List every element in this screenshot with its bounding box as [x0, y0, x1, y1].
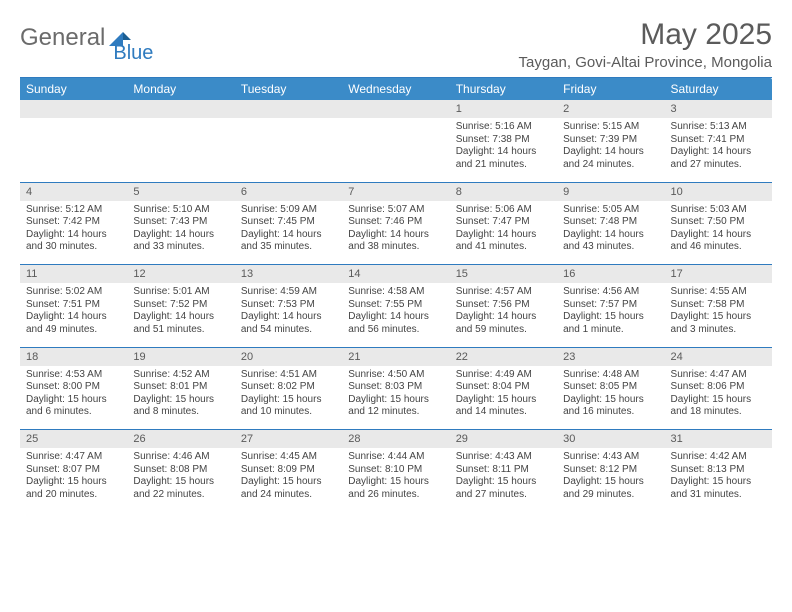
day-number-cell: 18 [20, 347, 127, 366]
day-number-row: 123 [20, 100, 772, 118]
day-detail-row: Sunrise: 5:02 AMSunset: 7:51 PMDaylight:… [20, 283, 772, 347]
calendar-table: Sunday Monday Tuesday Wednesday Thursday… [20, 78, 772, 512]
day-detail-cell: Sunrise: 4:44 AMSunset: 8:10 PMDaylight:… [342, 448, 449, 512]
day-number-cell: 30 [557, 430, 664, 449]
day-number-cell: 25 [20, 430, 127, 449]
weekday-head: Sunday [20, 78, 127, 100]
day-number-cell: 8 [450, 182, 557, 201]
day-number-cell: 13 [235, 265, 342, 284]
day-detail-cell [127, 118, 234, 182]
day-detail-cell: Sunrise: 4:52 AMSunset: 8:01 PMDaylight:… [127, 366, 234, 430]
day-number-row: 45678910 [20, 182, 772, 201]
title-block: May 2025 Taygan, Govi-Altai Province, Mo… [519, 18, 772, 71]
logo-word-1: General [20, 24, 105, 52]
day-number-cell: 6 [235, 182, 342, 201]
day-detail-cell: Sunrise: 4:45 AMSunset: 8:09 PMDaylight:… [235, 448, 342, 512]
day-number-cell: 21 [342, 347, 449, 366]
day-number-cell: 19 [127, 347, 234, 366]
day-detail-cell: Sunrise: 5:07 AMSunset: 7:46 PMDaylight:… [342, 201, 449, 265]
day-number-cell: 2 [557, 100, 664, 118]
day-number-cell: 26 [127, 430, 234, 449]
day-detail-row: Sunrise: 5:16 AMSunset: 7:38 PMDaylight:… [20, 118, 772, 182]
day-detail-cell: Sunrise: 4:47 AMSunset: 8:07 PMDaylight:… [20, 448, 127, 512]
day-detail-row: Sunrise: 4:53 AMSunset: 8:00 PMDaylight:… [20, 366, 772, 430]
day-detail-row: Sunrise: 4:47 AMSunset: 8:07 PMDaylight:… [20, 448, 772, 512]
day-number-cell: 5 [127, 182, 234, 201]
header: General Blue May 2025 Taygan, Govi-Altai… [20, 18, 772, 71]
weekday-head: Saturday [665, 78, 772, 100]
day-number-cell: 27 [235, 430, 342, 449]
day-detail-cell: Sunrise: 5:02 AMSunset: 7:51 PMDaylight:… [20, 283, 127, 347]
logo-word-2: Blue [113, 42, 153, 65]
day-number-cell [342, 100, 449, 118]
logo: General Blue [20, 18, 153, 65]
day-detail-cell [20, 118, 127, 182]
day-detail-cell: Sunrise: 4:51 AMSunset: 8:02 PMDaylight:… [235, 366, 342, 430]
day-detail-cell: Sunrise: 5:13 AMSunset: 7:41 PMDaylight:… [665, 118, 772, 182]
weekday-head: Tuesday [235, 78, 342, 100]
day-detail-cell: Sunrise: 4:43 AMSunset: 8:12 PMDaylight:… [557, 448, 664, 512]
day-detail-cell: Sunrise: 5:15 AMSunset: 7:39 PMDaylight:… [557, 118, 664, 182]
day-number-cell: 24 [665, 347, 772, 366]
day-detail-cell: Sunrise: 5:05 AMSunset: 7:48 PMDaylight:… [557, 201, 664, 265]
day-number-cell: 3 [665, 100, 772, 118]
day-number-cell: 9 [557, 182, 664, 201]
day-detail-cell: Sunrise: 5:09 AMSunset: 7:45 PMDaylight:… [235, 201, 342, 265]
day-detail-cell: Sunrise: 4:42 AMSunset: 8:13 PMDaylight:… [665, 448, 772, 512]
page-title: May 2025 [519, 18, 772, 52]
day-number-row: 18192021222324 [20, 347, 772, 366]
day-number-row: 11121314151617 [20, 265, 772, 284]
day-detail-cell: Sunrise: 4:43 AMSunset: 8:11 PMDaylight:… [450, 448, 557, 512]
day-detail-cell: Sunrise: 4:55 AMSunset: 7:58 PMDaylight:… [665, 283, 772, 347]
day-detail-cell: Sunrise: 4:57 AMSunset: 7:56 PMDaylight:… [450, 283, 557, 347]
day-number-cell: 20 [235, 347, 342, 366]
weekday-head: Friday [557, 78, 664, 100]
day-number-cell [235, 100, 342, 118]
day-number-cell: 7 [342, 182, 449, 201]
day-detail-cell: Sunrise: 4:50 AMSunset: 8:03 PMDaylight:… [342, 366, 449, 430]
day-number-cell: 22 [450, 347, 557, 366]
day-detail-cell: Sunrise: 4:48 AMSunset: 8:05 PMDaylight:… [557, 366, 664, 430]
day-detail-cell: Sunrise: 4:49 AMSunset: 8:04 PMDaylight:… [450, 366, 557, 430]
day-detail-cell: Sunrise: 5:03 AMSunset: 7:50 PMDaylight:… [665, 201, 772, 265]
day-detail-cell: Sunrise: 4:59 AMSunset: 7:53 PMDaylight:… [235, 283, 342, 347]
day-detail-cell: Sunrise: 5:10 AMSunset: 7:43 PMDaylight:… [127, 201, 234, 265]
day-number-cell [20, 100, 127, 118]
weekday-head: Wednesday [342, 78, 449, 100]
day-detail-cell: Sunrise: 4:58 AMSunset: 7:55 PMDaylight:… [342, 283, 449, 347]
day-detail-cell: Sunrise: 5:01 AMSunset: 7:52 PMDaylight:… [127, 283, 234, 347]
location-subtitle: Taygan, Govi-Altai Province, Mongolia [519, 54, 772, 71]
day-number-cell: 11 [20, 265, 127, 284]
day-number-cell [127, 100, 234, 118]
day-number-cell: 17 [665, 265, 772, 284]
day-detail-cell: Sunrise: 5:16 AMSunset: 7:38 PMDaylight:… [450, 118, 557, 182]
day-detail-cell: Sunrise: 4:56 AMSunset: 7:57 PMDaylight:… [557, 283, 664, 347]
weekday-head: Thursday [450, 78, 557, 100]
day-detail-cell [235, 118, 342, 182]
day-number-cell: 4 [20, 182, 127, 201]
day-number-row: 25262728293031 [20, 430, 772, 449]
day-number-cell: 15 [450, 265, 557, 284]
day-detail-row: Sunrise: 5:12 AMSunset: 7:42 PMDaylight:… [20, 201, 772, 265]
day-number-cell: 29 [450, 430, 557, 449]
day-detail-cell: Sunrise: 4:53 AMSunset: 8:00 PMDaylight:… [20, 366, 127, 430]
day-number-cell: 10 [665, 182, 772, 201]
day-number-cell: 16 [557, 265, 664, 284]
day-detail-cell: Sunrise: 5:12 AMSunset: 7:42 PMDaylight:… [20, 201, 127, 265]
weekday-head: Monday [127, 78, 234, 100]
day-number-cell: 1 [450, 100, 557, 118]
day-number-cell: 31 [665, 430, 772, 449]
weekday-header-row: Sunday Monday Tuesday Wednesday Thursday… [20, 78, 772, 100]
day-number-cell: 14 [342, 265, 449, 284]
day-number-cell: 28 [342, 430, 449, 449]
day-detail-cell: Sunrise: 4:47 AMSunset: 8:06 PMDaylight:… [665, 366, 772, 430]
day-number-cell: 23 [557, 347, 664, 366]
day-detail-cell: Sunrise: 4:46 AMSunset: 8:08 PMDaylight:… [127, 448, 234, 512]
day-detail-cell [342, 118, 449, 182]
day-number-cell: 12 [127, 265, 234, 284]
day-detail-cell: Sunrise: 5:06 AMSunset: 7:47 PMDaylight:… [450, 201, 557, 265]
